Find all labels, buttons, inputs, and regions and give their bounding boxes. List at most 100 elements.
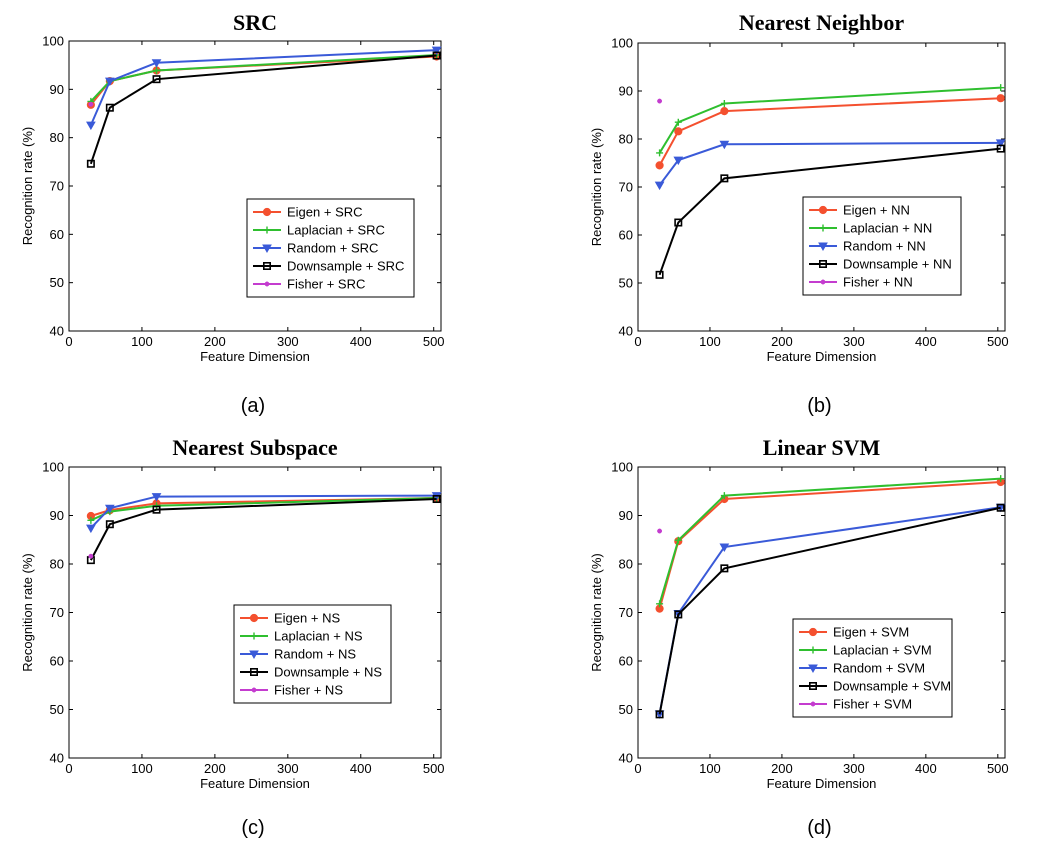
data-point bbox=[655, 710, 664, 719]
series-downsample bbox=[655, 144, 1005, 279]
data-point bbox=[997, 84, 1005, 92]
legend-marker bbox=[250, 632, 258, 640]
y-tick-label: 60 bbox=[50, 654, 64, 669]
x-tick-label: 0 bbox=[634, 334, 641, 349]
y-tick-label: 50 bbox=[50, 275, 64, 290]
data-point bbox=[655, 270, 664, 279]
y-tick-label: 100 bbox=[611, 460, 633, 475]
data-point bbox=[151, 493, 162, 502]
legend-label: Fisher + NN bbox=[843, 275, 913, 290]
chart-panel-2: Nearest Neighbor 0 100 200 300 400 500 40 50 60 70… bbox=[589, 10, 1009, 417]
data-point bbox=[431, 46, 442, 56]
x-tick-label: 300 bbox=[843, 334, 865, 349]
legend-label: Laplacian + SVM bbox=[833, 643, 932, 658]
data-point bbox=[996, 503, 1005, 512]
legend-label: Downsample + SRC bbox=[287, 259, 404, 274]
series-line bbox=[658, 147, 1001, 276]
data-point bbox=[674, 610, 683, 619]
y-tick-label: 60 bbox=[619, 654, 633, 669]
series-random bbox=[654, 139, 1006, 191]
data-point bbox=[152, 505, 161, 514]
x-tick-label: 100 bbox=[131, 761, 153, 776]
data-point bbox=[996, 94, 1005, 103]
panel-label: (a) bbox=[241, 395, 265, 417]
data-point bbox=[104, 504, 115, 514]
data-point bbox=[87, 516, 95, 524]
legend-marker bbox=[819, 224, 827, 232]
legend-label: Random + SRC bbox=[287, 241, 378, 256]
x-tick-label: 300 bbox=[843, 761, 865, 776]
legend-label: Eigen + NN bbox=[843, 203, 910, 218]
x-tick-label: 400 bbox=[915, 761, 937, 776]
series-line bbox=[90, 497, 437, 517]
series-fisher bbox=[88, 553, 94, 559]
y-tick-label: 60 bbox=[50, 227, 64, 242]
series-line bbox=[89, 49, 437, 126]
legend-marker bbox=[251, 687, 257, 693]
series-line bbox=[89, 54, 437, 165]
x-axis-label: Feature Dimension bbox=[200, 349, 310, 364]
legend-marker bbox=[818, 205, 828, 215]
series-laplacian bbox=[87, 494, 441, 524]
series-downsample bbox=[655, 503, 1005, 719]
legend-label: Fisher + NS bbox=[274, 683, 343, 698]
data-point bbox=[719, 140, 730, 150]
legend-label: Eigen + SRC bbox=[287, 205, 363, 220]
data-point bbox=[655, 161, 664, 170]
x-tick-label: 500 bbox=[423, 761, 445, 776]
y-tick-label: 90 bbox=[619, 84, 633, 99]
x-tick-label: 300 bbox=[277, 334, 299, 349]
legend-marker bbox=[249, 650, 259, 660]
x-tick-label: 100 bbox=[699, 334, 721, 349]
data-point bbox=[88, 101, 94, 107]
panel-label: (c) bbox=[241, 817, 264, 839]
panel-label: (d) bbox=[807, 817, 831, 839]
series-line bbox=[90, 494, 437, 529]
series-line bbox=[658, 86, 1001, 154]
data-point bbox=[151, 59, 162, 68]
data-point bbox=[104, 77, 115, 87]
data-point bbox=[674, 127, 683, 136]
data-point bbox=[88, 553, 94, 559]
series-line bbox=[658, 141, 1001, 186]
data-point bbox=[656, 149, 664, 157]
series-line bbox=[90, 497, 437, 522]
chart-panel-3: Nearest Subspace 0 100 200 300 400 500 40 50 60 70… bbox=[20, 435, 445, 839]
legend-marker bbox=[808, 627, 818, 637]
y-tick-label: 50 bbox=[50, 702, 64, 717]
legend: Eigen + SRC Laplacian + SRC Random + SRC Do… bbox=[246, 198, 415, 298]
x-tick-label: 200 bbox=[771, 761, 793, 776]
legend-marker bbox=[808, 664, 818, 674]
y-tick-label: 100 bbox=[42, 34, 64, 49]
x-tick-label: 0 bbox=[65, 334, 72, 349]
x-axis-label: Feature Dimension bbox=[767, 349, 877, 364]
y-axis-label: Recognition rate (%) bbox=[20, 553, 35, 672]
x-tick-label: 0 bbox=[634, 761, 641, 776]
legend-marker bbox=[810, 701, 816, 707]
data-point bbox=[720, 564, 729, 573]
data-point bbox=[674, 118, 682, 126]
legend-marker bbox=[818, 242, 828, 252]
legend-label: Fisher + SVM bbox=[833, 697, 912, 712]
legend-label: Fisher + SRC bbox=[287, 277, 365, 292]
x-tick-label: 400 bbox=[915, 334, 937, 349]
y-tick-label: 90 bbox=[50, 508, 64, 523]
series-fisher bbox=[88, 101, 94, 107]
legend-marker bbox=[808, 681, 817, 690]
data-point bbox=[997, 475, 1005, 483]
series-fisher bbox=[657, 528, 663, 534]
legend-marker bbox=[249, 613, 259, 623]
y-tick-label: 80 bbox=[50, 557, 64, 572]
y-tick-label: 80 bbox=[619, 557, 633, 572]
data-point bbox=[995, 139, 1006, 148]
data-point bbox=[996, 144, 1005, 153]
series-line bbox=[658, 506, 1001, 715]
legend-label: Laplacian + NN bbox=[843, 221, 932, 236]
data-point bbox=[719, 543, 730, 553]
data-point bbox=[105, 520, 114, 529]
x-tick-label: 500 bbox=[987, 761, 1009, 776]
chart-title: Nearest Neighbor bbox=[739, 10, 904, 35]
x-tick-label: 500 bbox=[987, 334, 1009, 349]
y-tick-label: 70 bbox=[619, 605, 633, 620]
y-tick-label: 90 bbox=[619, 508, 633, 523]
